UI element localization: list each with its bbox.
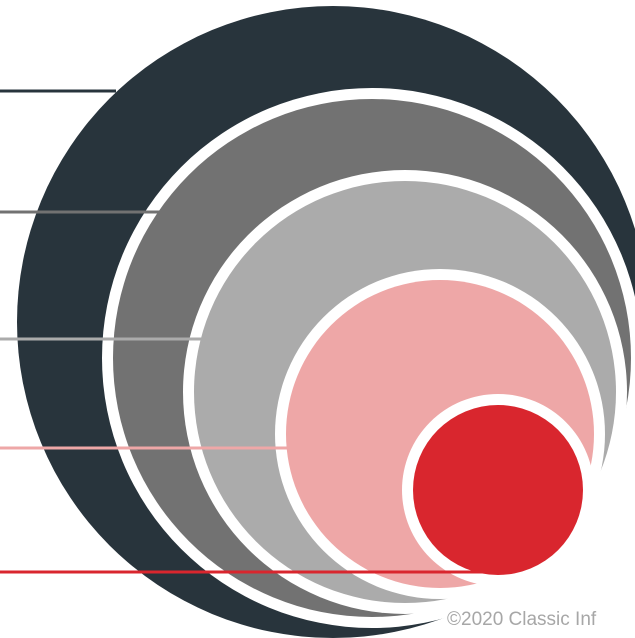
copyright-text: ©2020 Classic Inf	[447, 609, 597, 630]
circle-level-5	[413, 405, 583, 575]
